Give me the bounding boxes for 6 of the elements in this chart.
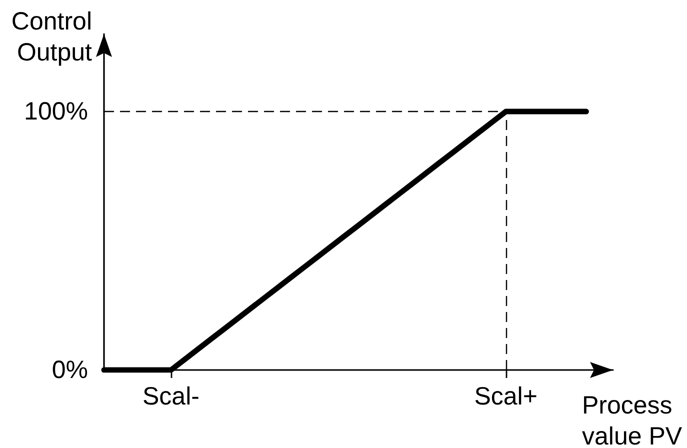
- y-tick-label: 0%: [52, 356, 88, 384]
- y-tick-label: 100%: [24, 98, 88, 126]
- x-tick-label: Scal+: [474, 382, 538, 410]
- y-axis-title: Control Output: [11, 8, 92, 66]
- x-axis-title: Process value PV: [582, 392, 682, 448]
- x-tick-label: Scal-: [142, 382, 200, 410]
